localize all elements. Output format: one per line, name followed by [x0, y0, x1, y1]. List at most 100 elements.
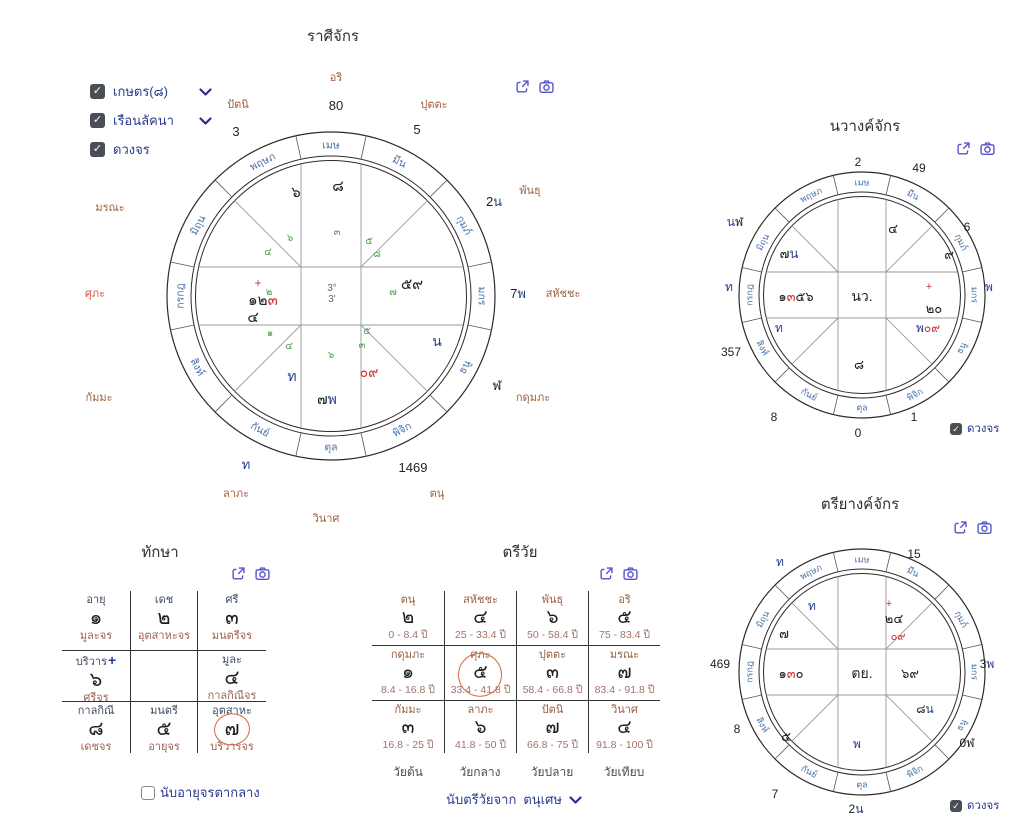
triyang-outer-text: 0ฬ — [960, 736, 976, 750]
house-diagonal — [885, 602, 933, 650]
open-external-icon[interactable] — [956, 141, 971, 156]
camera-icon[interactable] — [255, 566, 270, 581]
taksa-cell-transit-label: อุตสาหะจร — [137, 630, 191, 642]
ring-divider — [832, 175, 839, 195]
house-diagonal — [885, 317, 933, 365]
navamsa-planet-text: ท — [775, 321, 783, 335]
house-diagonal — [360, 324, 428, 392]
house-diagonal — [234, 200, 302, 268]
ring-divider — [885, 552, 892, 572]
kaset-checkbox[interactable]: ✓ — [90, 83, 105, 99]
navamsa-outer-text: 0 — [855, 426, 862, 440]
chevron-down-icon[interactable] — [199, 87, 212, 97]
triyang-planet-text: ๗ — [779, 626, 789, 641]
rasi-planet-text: น — [432, 333, 442, 349]
rasi-outer-text: อริ — [330, 72, 343, 84]
ring-inner-circle — [190, 155, 472, 437]
camera-icon[interactable] — [977, 520, 992, 535]
taksa-table-title: ทักษา — [141, 544, 179, 561]
trivai-cell: มรณะ๗ 83.4 - 91.8 ปี — [588, 645, 660, 700]
open-external-icon[interactable] — [599, 566, 614, 581]
sign-label: ธนู — [954, 717, 969, 732]
rasi-outer-text: ปัตนิ — [227, 99, 249, 111]
navamsa-outer-text: นฬ — [727, 215, 744, 229]
triyang-wheel: เมษมีนกุมภ์มกรธนูพิจิกตุลกันย์สิงห์กรกฎม… — [710, 547, 994, 816]
open-external-icon[interactable] — [231, 566, 246, 581]
ring-inner-circle2 — [763, 196, 961, 394]
taksa-cell-transit-label: อายุจร — [148, 741, 180, 753]
taksa-cell-label: กาลกิณี — [77, 705, 115, 717]
taksa-cell-transit-label: เดชจร — [80, 741, 112, 753]
rasi-green-text: ๕ — [363, 326, 371, 337]
navamsa-planet-text: ๗น — [780, 246, 799, 261]
navamsa-transit-checkbox[interactable]: ✓ — [950, 423, 962, 435]
kaset-checkbox-label: เกษตร(๘) — [113, 83, 168, 99]
sign-label: ธนู — [954, 340, 969, 355]
ring-divider — [742, 694, 762, 700]
house-diagonal — [885, 225, 933, 273]
taksa-cell: บริวาร+ ๖ศรีจร — [62, 650, 130, 704]
ring-divider — [934, 744, 950, 760]
lagna-house-checkbox-label: เรือนลัคนา — [113, 112, 174, 128]
ring-divider — [774, 744, 790, 760]
navamsa-planet-text: ๑๓๕๖ — [778, 289, 813, 304]
trivai-cell-number: ๓ — [546, 662, 559, 683]
sign-label: มีน — [905, 188, 920, 202]
camera-icon[interactable] — [980, 141, 995, 156]
transit-checkbox[interactable]: ✓ — [90, 141, 105, 157]
taksa-cell: อุตสาหะ๗บริวารจร — [198, 701, 266, 753]
triyang-planet-text: + — [886, 598, 892, 610]
open-external-icon[interactable] — [515, 79, 530, 94]
rasi-outer-text: 5 — [413, 122, 420, 137]
trivai-cell: อริ๕ 75 - 83.4 ปี — [588, 591, 660, 645]
triyang-transit-checkbox[interactable]: ✓ — [950, 800, 962, 812]
rasi-wheel: เมษมีนกุมภ์มกรธนูพิจิกตุลกันย์สิงห์กรกฎม… — [85, 72, 580, 525]
ring-divider — [962, 694, 982, 700]
taksa-center-count-checkbox-label: นับอายุจรตากลาง — [160, 785, 260, 800]
trivai-cell-number: ๗ — [617, 662, 632, 683]
transit-checkbox-row: ✓ ดวงจร — [90, 141, 191, 157]
rasi-green-text: ๓ — [334, 227, 341, 238]
rasi-planet-text: + — [254, 276, 261, 290]
trivai-cell-age-range: 16.8 - 25 ปี — [382, 739, 434, 751]
rasi-outer-text: สหัชชะ — [546, 288, 581, 300]
navamsa-chart-title: นวางค์จักร — [829, 118, 901, 135]
taksa-cell-label: บริวาร+ — [75, 652, 117, 668]
taksa-cell-transit-label: มูละจร — [79, 630, 113, 642]
sign-label: กรกฎ — [745, 661, 755, 683]
rasi-green-text: ๑ — [267, 328, 273, 339]
rasi-outer-text: พันธุ — [519, 185, 540, 197]
rasi-outer-text: ตนุ — [430, 488, 445, 500]
rasi-planet-text: ๔ — [247, 309, 258, 326]
camera-icon[interactable] — [539, 79, 554, 94]
trivai-cell-house-label: กัมมะ — [394, 704, 422, 716]
sign-label: กันย์ — [248, 419, 271, 440]
trivai-cell-age-range: 66.8 - 75 ปี — [526, 739, 579, 751]
triyang-outer-text: 3พ — [980, 657, 995, 671]
chevron-down-icon[interactable] — [569, 796, 582, 805]
triyang-planet-text: ๖๙ — [901, 666, 919, 681]
chevron-down-icon[interactable] — [199, 116, 212, 126]
ring-divider — [962, 267, 982, 273]
camera-icon[interactable] — [623, 566, 638, 581]
navamsa-planet-text: พ๐๙ — [916, 321, 940, 335]
trivai-cell-number: ๑ — [401, 662, 415, 683]
rasi-outer-text: 2น — [486, 194, 502, 209]
trivai-count-from-value[interactable]: ตนุเศษ — [523, 792, 562, 807]
open-external-icon[interactable] — [953, 520, 968, 535]
trivai-cell-house-label: กดุมภะ — [390, 649, 426, 661]
triyang-planet-text: ๑๓๐ — [778, 666, 803, 681]
triyang-outer-text: 8 — [734, 722, 741, 736]
sign-label: ตุล — [856, 403, 867, 414]
taksa-center-count-checkbox[interactable] — [141, 785, 155, 800]
ring-inner-circle — [758, 191, 966, 399]
ring-divider — [832, 772, 839, 792]
trivai-cell-house-label: มรณะ — [609, 649, 640, 661]
lagna-house-checkbox[interactable]: ✓ — [90, 112, 105, 128]
trivai-cell-age-range: 41.8 - 50 ปี — [454, 739, 507, 751]
trivai-age-stage-label: วัยกลาง — [459, 765, 501, 779]
rasi-outer-text: ปุตตะ — [420, 99, 447, 111]
rasi-green-text: ๖ — [328, 350, 334, 361]
rasi-green-text: ๗ — [389, 287, 397, 298]
